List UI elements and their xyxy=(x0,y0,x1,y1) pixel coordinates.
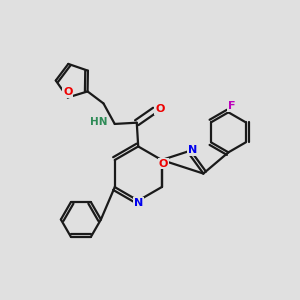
Text: O: O xyxy=(155,104,165,114)
Text: O: O xyxy=(158,158,168,169)
Text: HN: HN xyxy=(90,117,107,127)
Text: N: N xyxy=(134,198,143,208)
Text: N: N xyxy=(188,145,197,155)
Text: O: O xyxy=(63,87,72,97)
Text: F: F xyxy=(228,101,235,111)
